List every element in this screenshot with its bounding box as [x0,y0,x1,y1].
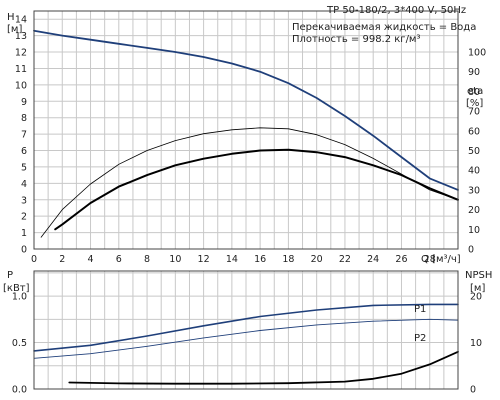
y-tick-label: 4 [21,179,27,190]
y-tick-label: 2 [21,212,27,223]
x-tick-label: 16 [254,254,266,265]
bottom-y2-axis-label: NPSH [465,270,492,281]
bottom-y-axis-label: P [7,270,13,281]
npsh-curve [68,350,459,385]
top-plot-series [33,29,459,238]
axis-ticks: 0 2 4 6 8 10 12 14 16 18 20 22 24 26 28012345678910111… [12,15,486,396]
bottom-plot-frame [33,270,459,390]
x-tick-label: 8 [144,254,150,265]
x-tick-label: 20 [311,254,323,265]
series-label-p2: P2 [414,333,426,344]
x-tick-label: 2 [59,254,65,265]
x-tick-label: 26 [395,254,407,265]
y2-tick-label: 60 [468,126,480,137]
y-tick-label: 10 [15,80,27,91]
power-efficiency-curve [54,148,459,231]
y-tick-label: 13 [15,31,27,42]
y2-tick-label: 20 [470,292,482,303]
y2-tick-label: 0 [468,245,474,256]
x-tick-label: 14 [226,254,238,265]
head-curve [33,29,459,191]
y2-tick-label: 70 [468,107,480,118]
y-tick-label: 9 [21,97,27,108]
y-tick-label: 11 [15,64,27,75]
liquid-label: Перекачиваемая жидкость = Вода [292,22,476,33]
x-tick-label: 24 [367,254,379,265]
y-tick-label: 14 [15,15,27,26]
y-tick-label: 8 [21,113,27,124]
y-tick-label: 0.5 [12,338,27,349]
y2-tick-label: 10 [470,338,482,349]
y-tick-label: 6 [21,146,27,157]
y-tick-label: 0 [21,245,27,256]
efficiency-curve [40,127,459,238]
bottom-y-axis-unit: [кВт] [3,283,30,294]
x-axis-label: Q [м³/ч] [421,254,461,265]
top-plot-grid [34,11,458,249]
y2-tick-label: 80 [468,87,480,98]
top-plot-frame [33,10,459,250]
density-label: Плотность = 998.2 кг/м³ [292,34,421,45]
y2-tick-label: 100 [468,47,486,58]
y-tick-label: 7 [21,130,27,141]
y-tick-label: 1 [21,228,27,239]
y2-tick-label: 40 [468,166,480,177]
power-p2-curve [33,318,459,359]
bottom-plot-grid [34,271,458,389]
y-tick-label: 0.0 [12,385,27,396]
y-tick-label: 1.0 [12,292,27,303]
bottom-y2-axis-unit: [м] [470,283,485,294]
power-p1-curve [33,303,459,352]
y2-tick-label: 10 [468,225,480,236]
top-y2-axis-label: eta [467,86,483,97]
x-tick-label: 12 [198,254,210,265]
top-y-axis-label: H [7,12,15,23]
x-tick-label: 22 [339,254,351,265]
x-tick-label: 4 [88,254,94,265]
y2-tick-label: 20 [468,205,480,216]
y-tick-label: 5 [21,162,27,173]
y2-tick-label: 90 [468,67,480,78]
x-tick-label: 10 [169,254,181,265]
y2-tick-label: 50 [468,146,480,157]
top-y-axis-unit: [м] [7,24,22,35]
top-y2-axis-unit: [%] [466,98,483,109]
chart-title: TP 50-180/2, 3*400 V, 50Hz [326,5,466,16]
x-tick-label: 28 [424,254,436,265]
x-tick-label: 0 [31,254,37,265]
y2-tick-label: 0 [470,385,476,396]
x-tick-label: 6 [116,254,122,265]
y-tick-label: 12 [15,48,27,59]
series-label-p1: P1 [414,304,426,315]
y2-tick-label: 30 [468,185,480,196]
bottom-plot-series [33,303,459,385]
x-tick-label: 18 [282,254,294,265]
y-tick-label: 3 [21,195,27,206]
